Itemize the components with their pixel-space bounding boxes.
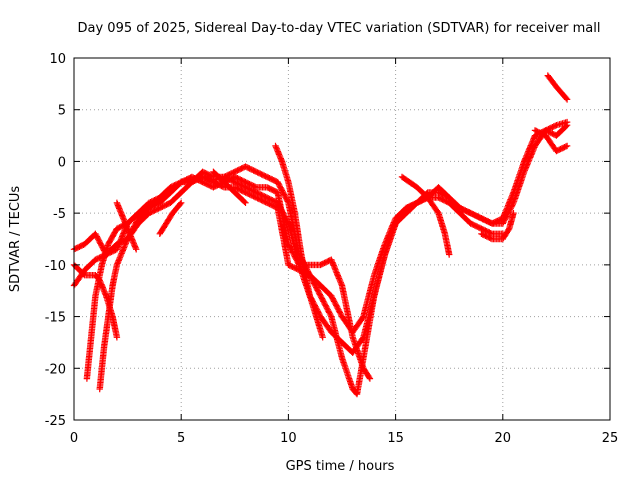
series-markers: [272, 142, 326, 341]
y-tick-label: -25: [45, 414, 66, 429]
series-markers: [70, 118, 571, 336]
y-tick-label: -20: [45, 362, 66, 377]
chart-title: Day 095 of 2025, Sidereal Day-to-day VTE…: [78, 21, 601, 36]
series-arc-j: [398, 173, 453, 258]
series-arc-f: [113, 199, 140, 253]
y-tick-label: 5: [58, 104, 66, 119]
x-tick-label: 20: [495, 431, 512, 446]
series-markers: [210, 168, 249, 206]
y-tick-label: -10: [45, 259, 66, 274]
y-tick-label: 10: [49, 52, 66, 67]
series-layer: [70, 72, 571, 398]
y-tick-label: 0: [58, 155, 66, 170]
series-markers: [544, 72, 571, 103]
series-markers: [531, 127, 571, 155]
series-arc-c: [96, 122, 571, 393]
x-tick-label: 0: [70, 431, 78, 446]
y-ticks: 10 5 0 -5 -10 -15 -20 -25: [45, 52, 610, 429]
series-markers: [156, 199, 185, 237]
x-ticks: 0 5 10 15 20 25: [70, 58, 618, 446]
series-markers: [478, 209, 517, 243]
series-arc-l: [531, 127, 571, 155]
x-tick-label: 5: [177, 431, 185, 446]
series-arc-d: [70, 118, 571, 336]
x-axis-label: GPS time / hours: [286, 459, 395, 474]
y-tick-label: -5: [53, 207, 66, 222]
y-axis-label: SDTVAR / TECUs: [8, 186, 23, 293]
series-arc-m: [544, 72, 571, 103]
series-markers: [96, 122, 571, 393]
x-tick-label: 10: [280, 431, 297, 446]
series-markers: [113, 199, 140, 253]
series-arc-i: [272, 142, 326, 341]
series-arc-h: [210, 168, 249, 206]
series-arc-g: [156, 199, 185, 237]
series-markers: [398, 173, 453, 258]
x-tick-label: 15: [387, 431, 404, 446]
plot-frame: [73, 57, 611, 421]
y-tick-label: -15: [45, 311, 66, 326]
series-arc-k: [478, 209, 517, 243]
x-tick-label: 25: [602, 431, 619, 446]
